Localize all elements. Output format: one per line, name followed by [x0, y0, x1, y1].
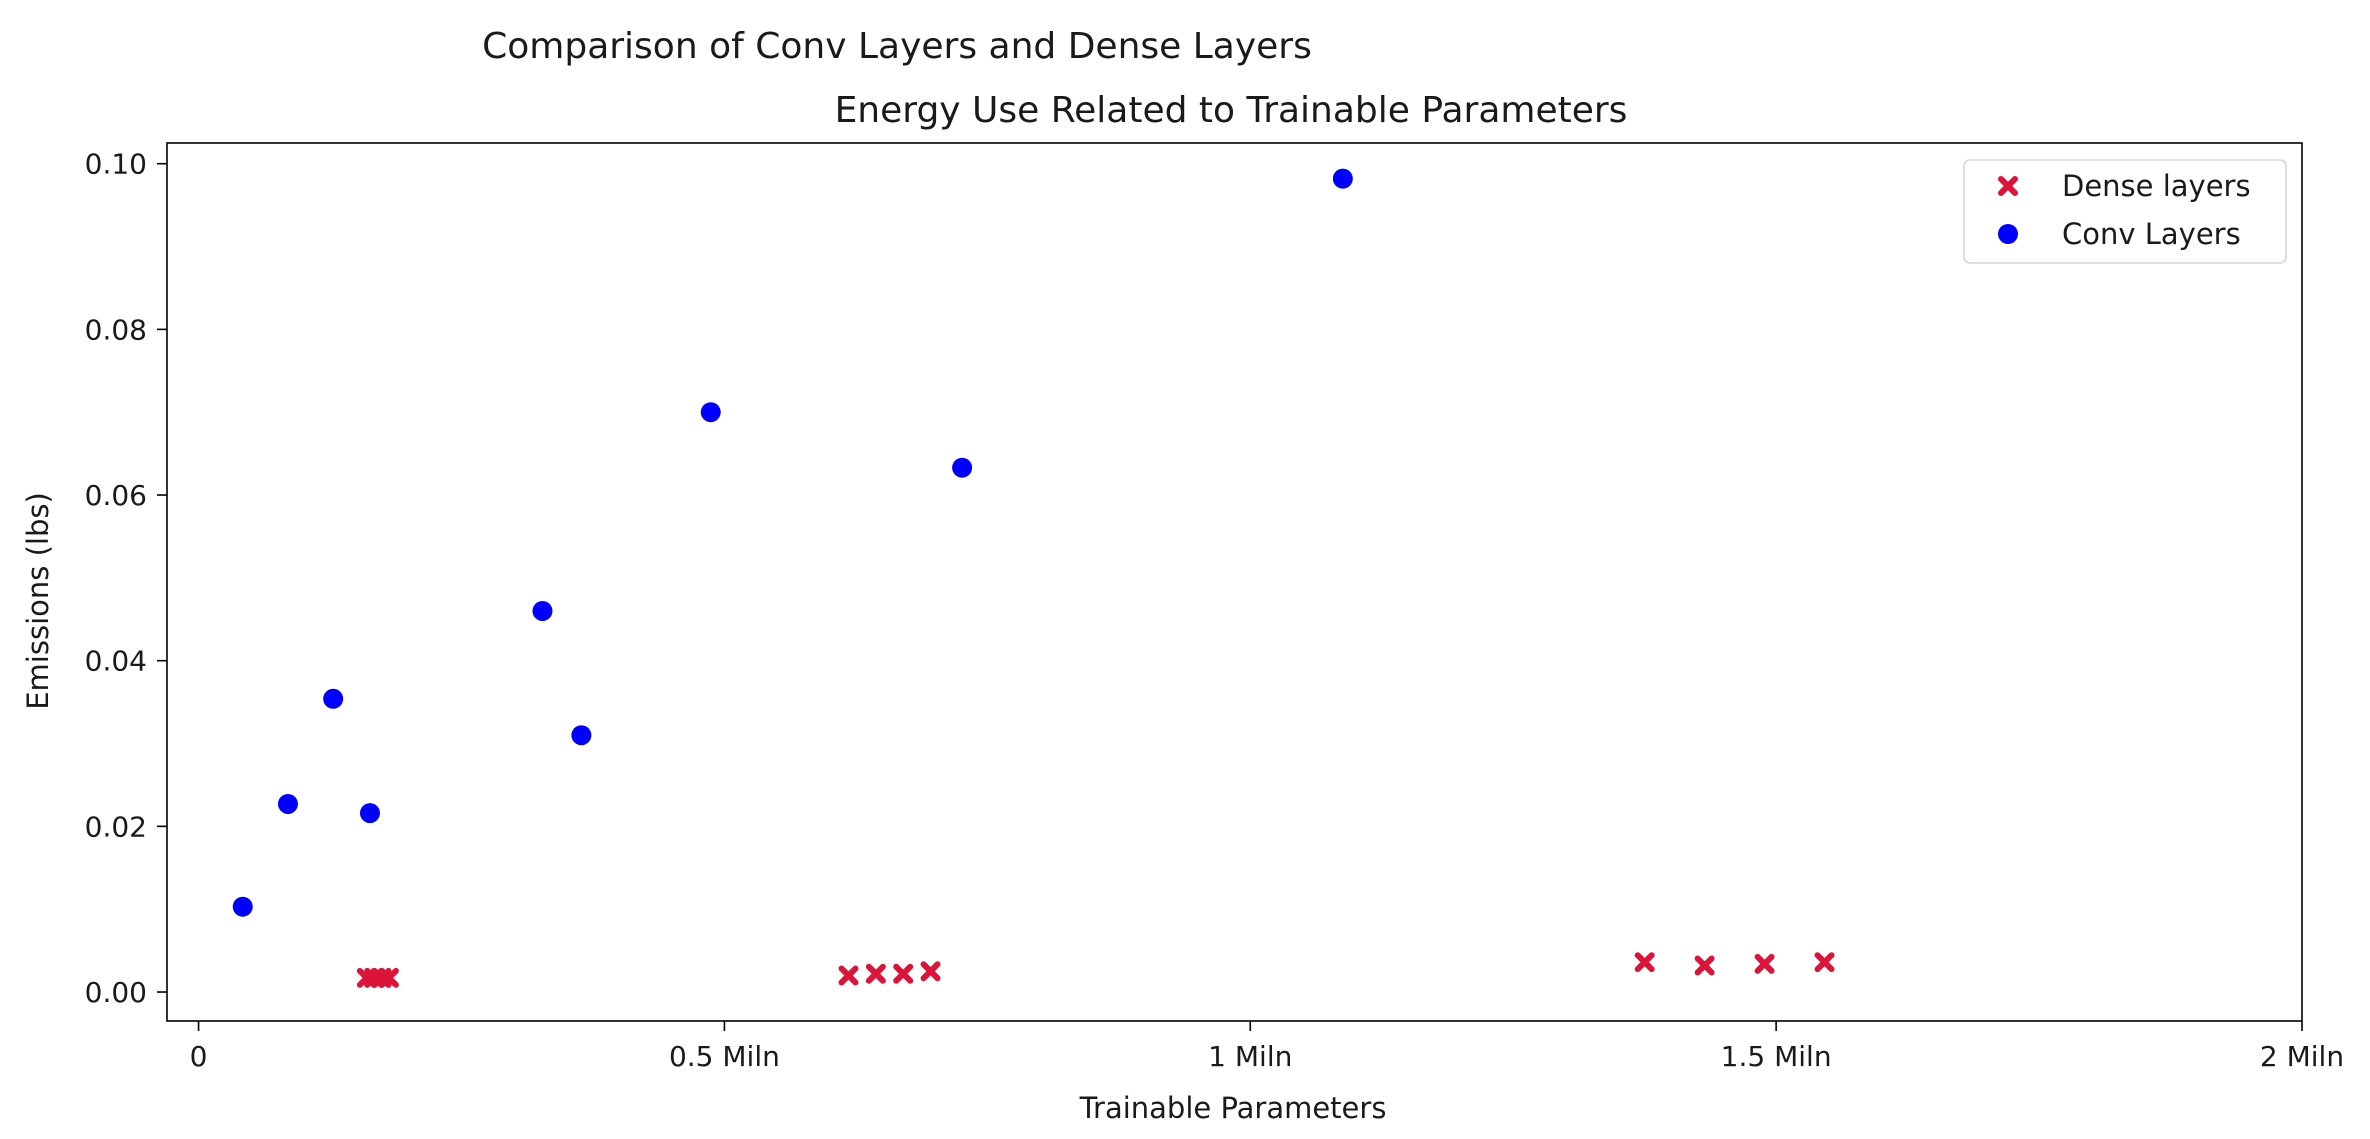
y-tick-label: 0.00 [85, 976, 147, 1009]
chart-title: Comparison of Conv Layers and Dense Laye… [482, 26, 1312, 67]
x-tick-label: 1 Miln [1208, 1040, 1292, 1073]
conv-layer-point [532, 600, 553, 621]
dense-layer-point [1694, 955, 1715, 976]
conv-layer-point [952, 457, 973, 478]
dense-layer-point [920, 961, 941, 982]
dense-layer-point [1634, 952, 1655, 973]
legend-marker-dense [1998, 176, 2018, 196]
conv-layer-point [232, 896, 253, 917]
conv-layer-point [323, 688, 344, 709]
dense-layer-point [838, 965, 859, 986]
dense-layer-point [1814, 952, 1835, 973]
conv-layer-point [1332, 168, 1353, 189]
y-tick-label: 0.04 [85, 645, 147, 678]
x-tick-label: 0 [190, 1040, 208, 1073]
x-tick-label: 2 Miln [2260, 1040, 2344, 1073]
x-tick-label: 1.5 Miln [1721, 1040, 1832, 1073]
legend-box [1963, 159, 2287, 264]
y-tick-label: 0.06 [85, 479, 147, 512]
plot-area: 0 0.5 Miln 1 Miln 1.5 Miln 2 Miln 0.00 0.02 0.0… [85, 142, 2344, 1073]
axes-frame [166, 142, 2303, 1022]
y-axis-label: Emissions (lbs) [21, 492, 55, 710]
y-tick-label: 0.10 [85, 148, 147, 181]
conv-layer-point [571, 725, 592, 746]
legend-label: Conv Layers [2062, 217, 2241, 251]
y-tick-label: 0.08 [85, 313, 147, 346]
conv-layer-point [359, 803, 380, 824]
dense-layer-point [865, 963, 886, 984]
dense-layer-point [1754, 953, 1775, 974]
x-tick-label: 0.5 Miln [669, 1040, 780, 1073]
conv-layer-point [277, 793, 298, 814]
dense-layer-point [893, 963, 914, 984]
legend-marker-conv [1998, 224, 2018, 244]
conv-layer-point [700, 402, 721, 423]
x-axis-label: Trainable Parameters [1079, 1091, 1387, 1125]
y-tick-label: 0.02 [85, 810, 147, 843]
chart-subtitle: Energy Use Related to Trainable Paramete… [835, 90, 1628, 131]
chart-legend: Dense layers Conv Layers [1963, 159, 2287, 264]
legend-label: Dense layers [2062, 169, 2251, 203]
dense-layer-point [378, 967, 399, 988]
